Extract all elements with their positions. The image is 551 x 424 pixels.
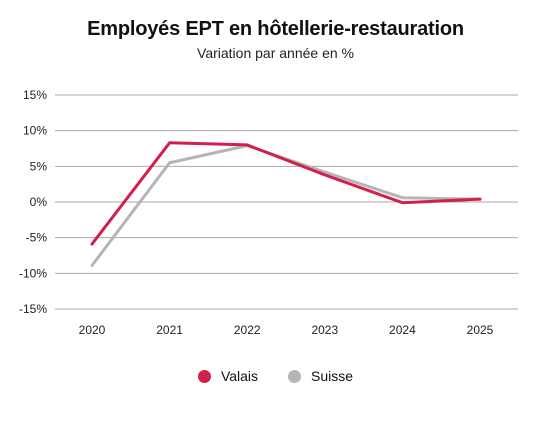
legend-item-suisse: Suisse <box>288 368 353 384</box>
chart-title: Employés EPT en hôtellerie-restauration <box>87 18 464 40</box>
x-tick-label: 2020 <box>79 323 106 337</box>
legend-item-valais: Valais <box>197 368 259 384</box>
x-tick-label: 2025 <box>467 323 494 337</box>
legend: Valais Suisse <box>0 368 551 384</box>
y-tick-label: 5% <box>30 159 48 173</box>
chart-subtitle: Variation par année en % <box>197 45 354 61</box>
y-tick-label: 0% <box>30 195 48 209</box>
legend-label-suisse: Suisse <box>311 368 354 384</box>
legend-label-valais: Valais <box>220 368 259 384</box>
y-tick-label: -10% <box>19 266 47 280</box>
y-tick-label: 15% <box>23 88 47 102</box>
x-tick-label: 2022 <box>234 323 261 337</box>
x-tick-label: 2021 <box>156 323 183 337</box>
legend-swatch-suisse <box>288 369 302 383</box>
series-line-valais <box>90 141 482 246</box>
y-tick-label: 10% <box>23 124 47 138</box>
x-tick-label: 2024 <box>389 323 416 337</box>
y-tick-label: -15% <box>19 302 47 316</box>
series-line-suisse <box>90 144 482 267</box>
legend-swatch-valais <box>197 369 211 383</box>
x-tick-label: 2023 <box>311 323 338 337</box>
y-tick-label: -5% <box>26 231 48 245</box>
